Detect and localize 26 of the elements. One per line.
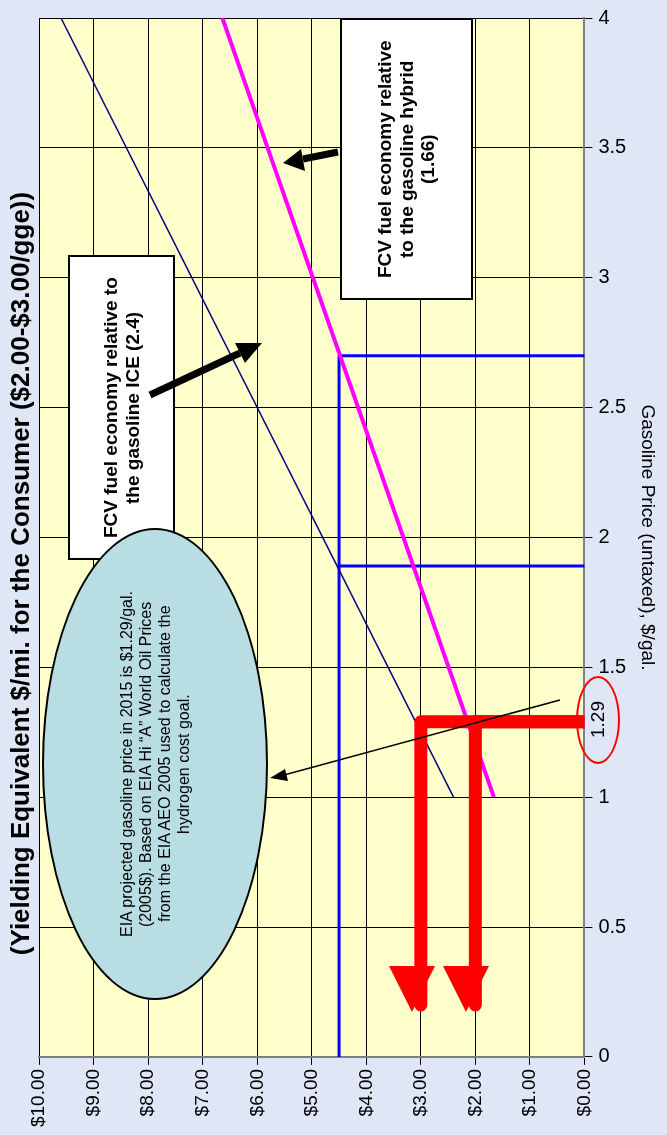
- x-tick-label: $10.00: [27, 1068, 49, 1128]
- annotation: EIA projected gasoline price in 2015 is $1.29/gal. (2005$). Based on EIA Hi “A” World Oil Prices from the EIA AEO 2005 used to calculate the hydrogen cost goal.: [117, 591, 193, 938]
- x-tick-label: $8.00: [136, 1068, 158, 1117]
- y-tick-label: 4: [598, 5, 610, 28]
- y-tick-label: 1: [598, 784, 610, 807]
- y-tick-label: 0.5: [598, 914, 627, 937]
- x-tick-label: $1.00: [518, 1068, 540, 1117]
- x-tick-label: $5.00: [300, 1068, 322, 1117]
- x-tick-label: $0.00: [572, 1068, 594, 1117]
- x-tick-label: $9.00: [81, 1068, 103, 1117]
- y-axis-title: Gasoline Price (untaxed), $/gal.: [638, 404, 660, 671]
- circled-label: 1.29: [576, 676, 620, 764]
- x-tick-label: $6.00: [245, 1068, 267, 1117]
- y-tick-label: 3.5: [598, 135, 627, 158]
- y-tick-label: 2.5: [598, 395, 627, 418]
- x-tick-label: $3.00: [409, 1068, 431, 1117]
- y-tick-label: 0: [598, 1044, 610, 1067]
- y-tick-label: 2: [598, 524, 610, 547]
- text: (Yielding Equivalent $/mi. for the Consumer ($2.00-$3.00/gge)): [4, 191, 35, 956]
- y-tick-label: 1.5: [598, 654, 627, 677]
- y-tick-label: 3: [598, 265, 610, 288]
- note-box: FCV fuel economy relative to the gasoline hybrid (1.66): [340, 18, 473, 300]
- note-box: FCV fuel economy relative to the gasoline ICE (2.4): [68, 255, 175, 560]
- x-tick-label: $7.00: [190, 1068, 212, 1117]
- x-tick-label: $4.00: [354, 1068, 376, 1117]
- x-tick-label: $2.00: [463, 1068, 485, 1117]
